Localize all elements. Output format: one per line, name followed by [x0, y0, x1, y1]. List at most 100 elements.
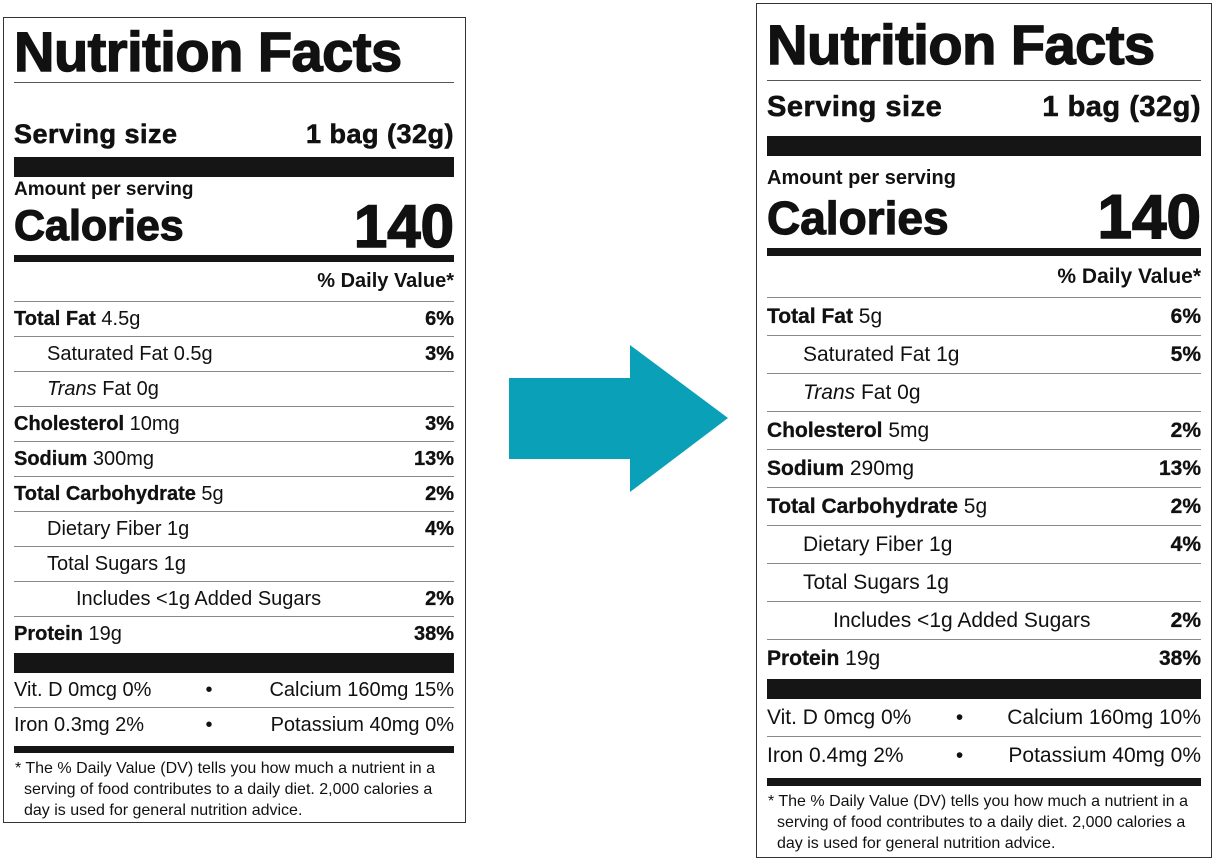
divider-medium [767, 778, 1201, 786]
nutrient-name: Total Carbohydrate [767, 494, 958, 518]
vitamin-right: Potassium 40mg 0% [270, 714, 454, 736]
nutrient-name-italic: Trans [47, 377, 97, 400]
nutrient-daily-value: 13% [413, 447, 454, 470]
nutrient-amount: Dietary Fiber 1g [803, 532, 953, 556]
vitamin-left: Iron 0.4mg 2% [767, 744, 904, 767]
nutrient-name: Total Fat [767, 304, 853, 328]
nutrient-row: Dietary Fiber 1g 4% [14, 512, 454, 547]
calories-value: 140 [1097, 182, 1202, 252]
nutrient-row: Sodium 290mg 13% [767, 450, 1201, 488]
nutrient-name: Total Carbohydrate [14, 482, 196, 505]
nutrient-name: Total Fat [14, 307, 96, 330]
nutrient-amount: 19g [839, 647, 881, 670]
vitamin-left: Iron 0.3mg 2% [14, 714, 145, 736]
divider-thick [767, 679, 1201, 699]
nutrient-name: Protein [767, 647, 840, 670]
nutrient-daily-value: 6% [425, 307, 454, 330]
vitamin-row: Vit. D 0mcg 0% • Calcium 160mg 15% [14, 673, 454, 708]
nutrient-row: Total Sugars 1g [767, 564, 1201, 602]
calories-value: 140 [353, 192, 455, 260]
nutrition-label-before: Nutrition Facts Serving size 1 bag (32g) Am… [3, 17, 466, 823]
nutrient-row: Total Fat 4.5g 6% [14, 302, 454, 337]
footnote: * The % Daily Value (DV) tells you how m… [768, 793, 1189, 852]
nutrient-row: Saturated Fat 0.5g 3% [14, 337, 454, 372]
nutrient-name: Sodium [14, 447, 88, 470]
nutrient-row: Protein 19g 38% [14, 617, 454, 652]
nutrient-amount: 5g [852, 304, 883, 328]
bullet-separator: • [955, 744, 964, 767]
arrow-shape [509, 345, 728, 492]
serving-size-value: 1 bag (32g) [305, 119, 454, 150]
nutrient-row: Cholesterol 10mg 3% [14, 407, 454, 442]
daily-value-header: % Daily Value* [14, 262, 454, 302]
calories-row: Calories 140 [13, 195, 454, 257]
serving-size-row: Serving size 1 bag (32g) [14, 83, 454, 156]
nutrient-row: Includes <1g Added Sugars 2% [14, 582, 454, 617]
divider-medium [14, 255, 454, 262]
label-title: Nutrition Facts [13, 22, 454, 83]
nutrient-row: Protein 19g 38% [767, 640, 1201, 678]
nutrient-amount: Total Sugars 1g [803, 570, 949, 594]
amount-per-serving: Amount per serving [767, 167, 956, 189]
vitamin-left: Vit. D 0mcg 0% [14, 678, 152, 701]
calories-label: Calories [766, 191, 949, 244]
vitamin-right: Calcium 160mg 10% [1007, 705, 1201, 729]
vitamin-row: Iron 0.4mg 2% • Potassium 40mg 0% [767, 737, 1201, 775]
nutrient-amount: 5mg [882, 418, 930, 442]
vitamin-left: Vit. D 0mcg 0% [767, 705, 912, 729]
vitamin-row: Iron 0.3mg 2% • Potassium 40mg 0% [14, 708, 454, 743]
nutrient-row: Total Sugars 1g [14, 547, 454, 582]
nutrient-name: Protein [14, 623, 83, 645]
nutrient-row: Total Carbohydrate 5g 2% [14, 477, 454, 512]
nutrient-amount: 5g [957, 494, 988, 518]
nutrient-amount: Saturated Fat 0.5g [47, 342, 213, 365]
nutrient-amount: Fat 0g [96, 377, 159, 400]
nutrient-daily-value: 3% [425, 342, 454, 365]
bullet-separator: • [955, 705, 964, 729]
calories-row: Calories 140 [766, 185, 1201, 249]
nutrient-daily-value: 4% [1170, 532, 1201, 556]
bullet-separator: • [205, 678, 213, 701]
nutrient-amount: 19g [82, 623, 122, 645]
nutrient-row: Includes <1g Added Sugars 2% [767, 602, 1201, 640]
divider-thick [14, 653, 454, 673]
nutrient-daily-value: 4% [425, 517, 454, 540]
amount-per-serving: Amount per serving [14, 179, 194, 200]
serving-size-label: Serving size [14, 119, 178, 150]
nutrient-daily-value: 2% [1170, 418, 1201, 442]
label-title: Nutrition Facts [766, 9, 1201, 81]
nutrient-daily-value: 3% [425, 412, 454, 435]
daily-value-header: % Daily Value* [767, 256, 1201, 298]
nutrient-amount: Fat 0g [855, 380, 921, 404]
nutrient-daily-value: 38% [413, 623, 454, 645]
nutrient-daily-value: 38% [1158, 647, 1201, 670]
vitamin-row: Vit. D 0mcg 0% • Calcium 160mg 10% [767, 699, 1201, 737]
nutrient-daily-value: 13% [1158, 456, 1201, 480]
nutrient-name: Cholesterol [14, 412, 125, 435]
divider-medium [767, 248, 1201, 256]
nutrient-amount: 10mg [124, 412, 180, 435]
nutrient-daily-value: 2% [425, 587, 454, 610]
nutrient-row: Trans Fat 0g [14, 372, 454, 407]
vitamin-right: Calcium 160mg 15% [269, 678, 454, 701]
nutrient-name: Sodium [767, 456, 844, 480]
divider-thick [14, 157, 454, 177]
nutrient-amount: Total Sugars 1g [47, 552, 186, 575]
vitamin-right: Potassium 40mg 0% [1008, 744, 1201, 767]
nutrient-row: Dietary Fiber 1g 4% [767, 526, 1201, 564]
nutrient-amount: 300mg [87, 447, 155, 470]
divider-medium [14, 746, 454, 753]
footnote: * The % Daily Value (DV) tells you how m… [15, 760, 436, 819]
serving-size-row: Serving size 1 bag (32g) [767, 81, 1201, 133]
nutrient-row: Total Fat 5g 6% [767, 298, 1201, 336]
nutrient-daily-value: 2% [425, 482, 454, 505]
bullet-separator: • [205, 714, 213, 736]
divider-thick [767, 136, 1201, 156]
nutrient-row: Sodium 300mg 13% [14, 442, 454, 477]
nutrient-amount: Saturated Fat 1g [803, 342, 960, 366]
nutrient-row: Cholesterol 5mg 2% [767, 412, 1201, 450]
serving-size-label: Serving size [767, 90, 943, 123]
nutrition-label-after: Nutrition Facts Serving size 1 bag (32g) Am… [756, 3, 1212, 858]
nutrient-amount: 290mg [844, 456, 915, 480]
